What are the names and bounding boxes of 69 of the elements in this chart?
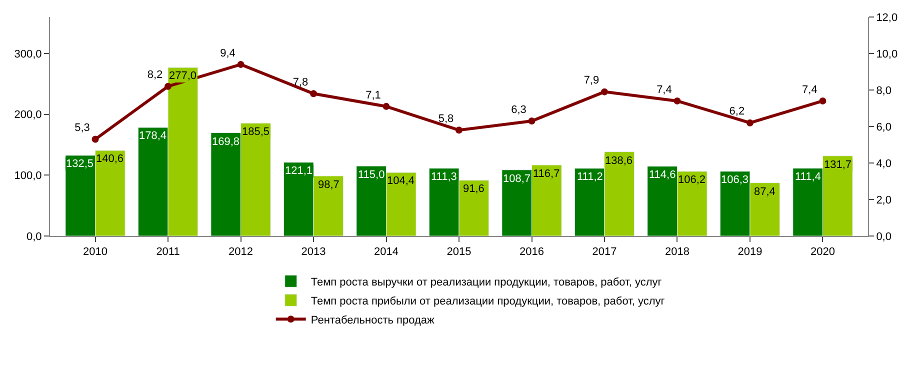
- data-label: 277,0: [169, 70, 197, 82]
- data-label: 91,6: [463, 183, 484, 195]
- data-label: 5,8: [438, 113, 454, 126]
- data-label: 7,4: [802, 84, 818, 96]
- y-tick-label: 100,0: [14, 170, 42, 182]
- x-tick-label: 2020: [810, 246, 835, 258]
- x-tick-label: 2017: [592, 246, 617, 258]
- point: [164, 82, 172, 90]
- x-tick-label: 2012: [228, 246, 254, 258]
- data-label: 7,8: [292, 76, 308, 89]
- y2-tick-label: 8,0: [876, 84, 892, 97]
- y2-tick-label: 12,0: [876, 12, 898, 24]
- y2-tick-label: 6,0: [876, 121, 892, 134]
- y-tick-label: 300,0: [14, 48, 42, 60]
- data-label: 115,0: [358, 169, 385, 181]
- point: [310, 90, 318, 98]
- data-label: 104,4: [387, 175, 415, 187]
- y-tick-label: 200,0: [14, 109, 42, 122]
- y2-tick-label: 10,0: [876, 48, 898, 60]
- y-tick-label: 0,0: [26, 230, 42, 243]
- data-label: 111,3: [431, 171, 457, 183]
- data-label: 121,1: [285, 165, 313, 177]
- data-label: 169,8: [212, 136, 240, 148]
- data-label: 185,5: [242, 126, 270, 138]
- data-label: 106,3: [721, 174, 749, 186]
- x-tick-label: 2019: [738, 246, 762, 258]
- data-label: 98,7: [318, 179, 340, 191]
- x-tick-label: 2016: [520, 246, 544, 258]
- point: [600, 88, 608, 96]
- data-label: 140,6: [96, 153, 124, 165]
- data-label: 6,3: [511, 104, 526, 116]
- point: [528, 118, 536, 125]
- data-label: 106,2: [678, 174, 706, 186]
- point: [92, 136, 99, 143]
- data-label: 108,7: [503, 173, 531, 185]
- data-label: 87,4: [754, 186, 776, 198]
- x-tick-label: 2011: [156, 246, 180, 258]
- data-label: 6,2: [729, 106, 745, 118]
- data-label: 111,4: [795, 171, 821, 183]
- data-label: 5,3: [74, 122, 90, 134]
- data-label: 8,2: [147, 69, 163, 82]
- y2-tick-label: 4,0: [876, 158, 892, 170]
- legend-label: Темп роста прибыли от реализации продукции, товаров, работ, услуг: [310, 295, 665, 308]
- point: [456, 126, 462, 134]
- x-tick-label: 2010: [83, 246, 108, 258]
- data-label: 111,2: [577, 171, 603, 183]
- data-label: 132,5: [66, 158, 94, 170]
- data-label: 9,4: [220, 47, 236, 60]
- data-label: 116,7: [533, 168, 560, 180]
- data-label: 7,1: [366, 89, 381, 102]
- data-label: 7,9: [584, 74, 600, 87]
- x-tick-label: 2018: [665, 246, 690, 258]
- y2-tick-label: 2,0: [876, 194, 892, 206]
- point: [382, 102, 390, 110]
- point: [819, 97, 826, 104]
- point: [674, 97, 681, 104]
- x-tick-label: 2015: [446, 246, 472, 258]
- data-label: 7,4: [656, 84, 672, 96]
- point: [237, 60, 244, 68]
- y2-tick-label: 0,0: [876, 230, 892, 243]
- legend-label: Рентабельность продаж: [310, 314, 436, 326]
- data-label: 178,4: [139, 130, 167, 142]
- data-label: 114,6: [649, 169, 676, 181]
- data-label: 131,7: [824, 159, 852, 171]
- data-label: 138,6: [605, 155, 633, 167]
- legend-label: Темп роста выручки от реализации продукции, товаров, работ, услуг: [310, 276, 662, 288]
- x-tick-label: 2013: [301, 246, 326, 258]
- point: [746, 119, 754, 126]
- x-tick-label: 2014: [374, 246, 398, 258]
